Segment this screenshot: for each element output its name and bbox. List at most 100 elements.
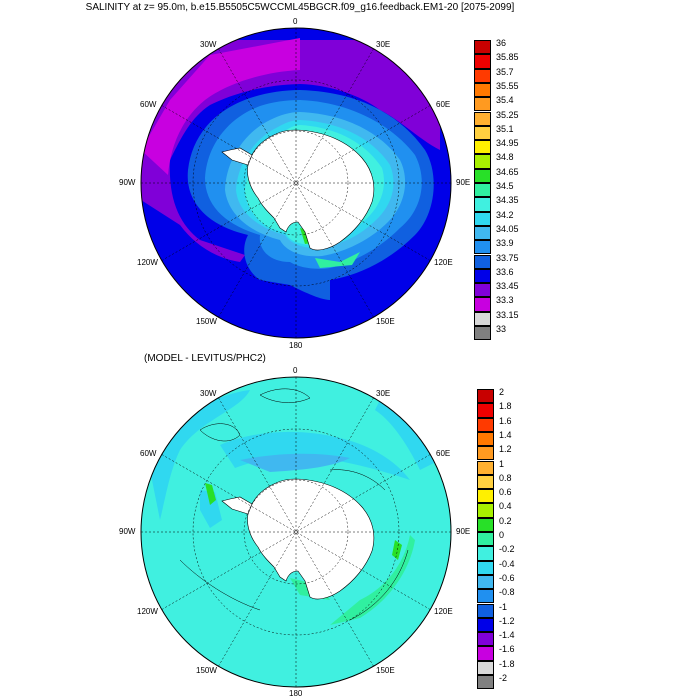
- lon-label-180: 180: [289, 341, 303, 350]
- colorbar-swatch: [474, 283, 491, 298]
- colorbar-label: 35.1: [496, 123, 514, 134]
- lon-label-0: 0: [293, 17, 298, 26]
- colorbar-label: -0.6: [499, 572, 515, 583]
- colorbar-label: 34.5: [496, 181, 514, 191]
- colorbar-swatch: [477, 660, 494, 675]
- colorbar-label: 34.8: [496, 152, 514, 163]
- graticule-top: [141, 28, 451, 338]
- colorbar-swatch: [477, 517, 494, 532]
- colorbar-swatch: [474, 68, 491, 83]
- colorbar-label: 34.05: [496, 223, 519, 234]
- figure-subtitle: (MODEL - LEVITUS/PHC2): [144, 353, 266, 364]
- colorbar-swatch: [477, 675, 494, 690]
- colorbar-label: -1.6: [499, 644, 515, 655]
- colorbar-swatch: [477, 617, 494, 633]
- lon-label-30e: 30E: [376, 389, 391, 398]
- colorbar-swatch: [477, 574, 494, 590]
- colorbar-label: 33.15: [496, 309, 519, 320]
- colorbar-swatch: [477, 632, 494, 647]
- colorbar-label: 35.85: [496, 52, 519, 63]
- difference-colorbar: 2 1.8 1.6 1.4 1.2 1 0.8 0.6 0.4 0.2 0 -0.2 -0.4 -0.6 -…: [477, 387, 557, 690]
- lon-label-90e: 90E: [456, 178, 471, 187]
- lon-label-150w: 150W: [196, 666, 217, 675]
- colorbar-label: 34.2: [496, 209, 514, 220]
- colorbar-label: 0: [499, 530, 505, 540]
- colorbar-swatch: [474, 311, 491, 326]
- colorbar-label: -0.8: [499, 587, 515, 598]
- colorbar-swatch: [477, 532, 494, 547]
- figure-title: SALINITY at z= 95.0m, b.e15.B5505C5WCCML…: [85, 2, 515, 13]
- colorbar-label: 33.45: [496, 281, 519, 292]
- colorbar-label: 33.9: [496, 238, 514, 249]
- colorbar-swatch: [477, 417, 494, 432]
- lon-label-60e: 60E: [436, 100, 451, 109]
- lon-label-120e: 120E: [434, 607, 453, 616]
- colorbar-label: -1.4: [499, 630, 515, 641]
- colorbar-label: -0.4: [499, 558, 515, 569]
- colorbar-label: 35.4: [496, 95, 514, 106]
- colorbar-swatch: [477, 603, 494, 618]
- colorbar-swatch: [474, 125, 491, 141]
- colorbar-label: 33.3: [496, 295, 514, 306]
- colorbar-swatch: [477, 560, 494, 575]
- colorbar-label: 33.6: [496, 266, 514, 277]
- colorbar-swatch: [474, 268, 491, 284]
- colorbar-swatch: [474, 183, 491, 198]
- colorbar-label: 2: [499, 387, 505, 397]
- colorbar-label: 35.55: [496, 80, 519, 91]
- colorbar-label: 36: [496, 38, 507, 48]
- lon-label-120w: 120W: [137, 607, 158, 616]
- colorbar-label: -1.2: [499, 615, 515, 626]
- colorbar-swatch: [474, 254, 491, 269]
- lon-label-180: 180: [289, 689, 303, 698]
- colorbar-label: 1.8: [499, 401, 512, 412]
- colorbar-label: 34.35: [496, 195, 519, 206]
- colorbar-swatch: [474, 40, 491, 55]
- colorbar-swatch: [474, 225, 491, 241]
- colorbar-swatch: [477, 589, 494, 604]
- colorbar-label: -0.2: [499, 544, 515, 555]
- lon-label-30w: 30W: [200, 389, 217, 398]
- colorbar-label: 1.2: [499, 444, 512, 455]
- colorbar-swatch: [474, 168, 491, 183]
- colorbar-label: 1: [499, 458, 505, 469]
- colorbar-label: -1: [499, 601, 508, 612]
- colorbar-swatch: [474, 211, 491, 226]
- lon-label-90w: 90W: [119, 527, 136, 536]
- lon-label-60w: 60W: [140, 449, 157, 458]
- colorbar-label: 1.6: [499, 415, 512, 426]
- colorbar-swatch: [474, 326, 491, 341]
- lon-label-120e: 120E: [434, 258, 453, 267]
- lon-label-120w: 120W: [137, 258, 158, 267]
- colorbar-swatch: [477, 646, 494, 661]
- colorbar-label: 35.7: [496, 66, 514, 77]
- colorbar-swatch: [474, 82, 491, 98]
- colorbar-swatch: [477, 546, 494, 561]
- graticule-bottom: [141, 377, 451, 687]
- colorbar-swatch: [474, 54, 491, 69]
- lon-label-60e: 60E: [436, 449, 451, 458]
- colorbar-label: 0.6: [499, 487, 512, 498]
- colorbar-swatch: [474, 140, 491, 155]
- colorbar-swatch: [474, 240, 491, 255]
- colorbar-swatch: [477, 474, 494, 490]
- lon-label-60w: 60W: [140, 100, 157, 109]
- colorbar-label: -2: [499, 673, 508, 683]
- colorbar-swatch: [477, 403, 494, 418]
- colorbar-swatch: [477, 489, 494, 504]
- salinity-field: [141, 28, 451, 338]
- colorbar-label: 0.4: [499, 501, 512, 512]
- colorbar-swatch: [477, 389, 494, 404]
- colorbar-label: 33: [496, 324, 507, 334]
- lon-label-30e: 30E: [376, 40, 391, 49]
- difference-field: [141, 377, 451, 687]
- colorbar-label: -1.8: [499, 658, 515, 669]
- colorbar-swatch: [477, 446, 494, 461]
- colorbar-label: 34.65: [496, 166, 519, 177]
- lon-label-90e: 90E: [456, 527, 471, 536]
- colorbar-swatch: [474, 297, 491, 312]
- colorbar-swatch: [474, 97, 491, 112]
- colorbar-label: 34.95: [496, 138, 519, 149]
- colorbar-swatch: [474, 111, 491, 126]
